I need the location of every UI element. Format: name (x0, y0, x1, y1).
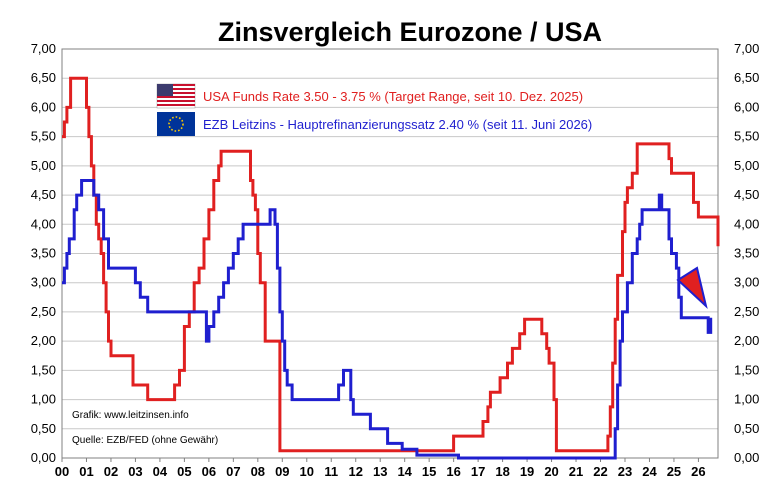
y-tick-label-left: 3,50 (31, 246, 56, 261)
x-tick-label: 15 (422, 464, 436, 479)
x-tick-label: 13 (373, 464, 387, 479)
legend: USA Funds Rate 3.50 - 3.75 % (Target Ran… (156, 83, 592, 136)
legend-usa-label: USA Funds Rate 3.50 - 3.75 % (Target Ran… (203, 89, 583, 104)
x-tick-label: 17 (471, 464, 485, 479)
x-tick-label: 11 (324, 464, 338, 479)
eu-flag-icon (157, 112, 195, 136)
x-tick-label: 26 (691, 464, 705, 479)
y-tick-label-right: 6,00 (734, 99, 759, 114)
y-tick-label-left: 4,00 (31, 216, 56, 231)
trend-arrow-icon (676, 266, 708, 309)
y-tick-label-right: 4,00 (734, 216, 759, 231)
x-tick-label: 03 (128, 464, 142, 479)
y-tick-label-left: 2,00 (31, 333, 56, 348)
legend-ezb-label: EZB Leitzins - Hauptrefinanzierungssatz … (203, 117, 592, 132)
y-tick-label-right: 4,50 (734, 187, 759, 202)
y-axis-right: 0,00 0,50 1,00 1,50 2,00 2,50 3,00 3,50 4,00 4,50… (734, 41, 759, 465)
y-tick-label-left: 6,00 (31, 99, 56, 114)
y-tick-label-right: 5,50 (734, 129, 759, 144)
y-tick-label-right: 0,00 (734, 450, 759, 465)
y-tick-label-right: 2,00 (734, 333, 759, 348)
y-tick-label-right: 1,00 (734, 392, 759, 407)
x-tick-label: 22 (593, 464, 607, 479)
x-tick-label: 20 (544, 464, 558, 479)
y-axis-left: 0,00 0,50 1,00 1,50 2,00 2,50 3,00 3,50 4,00 4,50… (31, 41, 56, 465)
x-tick-label: 01 (79, 464, 93, 479)
y-tick-label-right: 3,00 (734, 275, 759, 290)
x-tick-label: 18 (495, 464, 509, 479)
x-tick-label: 21 (569, 464, 583, 479)
y-tick-label-left: 0,00 (31, 450, 56, 465)
credit-note: Grafik: www.leitzinsen.info (72, 410, 189, 421)
x-axis: 00 01 02 03 04 05 06 07 08 09 10 11 12 13 14 15 16 17 18 19… (55, 458, 706, 479)
y-tick-label-left: 1,50 (31, 362, 56, 377)
x-tick-label: 25 (667, 464, 681, 479)
x-tick-label: 12 (348, 464, 362, 479)
x-tick-label: 14 (397, 464, 412, 479)
us-flag-icon (156, 83, 196, 109)
y-tick-label-left: 0,50 (31, 421, 56, 436)
x-tick-label: 00 (55, 464, 69, 479)
plot-frame (61, 48, 719, 459)
x-tick-label: 23 (618, 464, 632, 479)
y-tick-label-left: 4,50 (31, 187, 56, 202)
x-tick-label: 09 (275, 464, 289, 479)
y-tick-label-right: 0,50 (734, 421, 759, 436)
y-tick-label-left: 5,00 (31, 158, 56, 173)
series-line-ezb (62, 179, 713, 460)
x-tick-label: 02 (104, 464, 118, 479)
x-tick-label: 06 (202, 464, 216, 479)
chart-title: Zinsvergleich Eurozone / USA (218, 17, 602, 47)
x-tick-label: 10 (300, 464, 314, 479)
x-tick-label: 16 (446, 464, 460, 479)
y-tick-label-right: 5,00 (734, 158, 759, 173)
y-tick-label-right: 2,50 (734, 304, 759, 319)
x-tick-label: 07 (226, 464, 240, 479)
x-tick-label: 05 (177, 464, 191, 479)
x-tick-label: 08 (251, 464, 265, 479)
source-note: Quelle: EZB/FED (ohne Gewähr) (72, 435, 218, 446)
y-tick-label-left: 3,00 (31, 275, 56, 290)
y-tick-label-right: 7,00 (734, 41, 759, 56)
y-tick-label-right: 3,50 (734, 246, 759, 261)
y-tick-label-right: 6,50 (734, 70, 759, 85)
y-tick-label-left: 1,00 (31, 392, 56, 407)
series-lines (62, 76, 720, 460)
x-tick-label: 19 (520, 464, 534, 479)
y-tick-label-left: 7,00 (31, 41, 56, 56)
x-tick-label: 04 (153, 464, 168, 479)
x-tick-label: 24 (642, 464, 657, 479)
y-tick-label-right: 1,50 (734, 362, 759, 377)
series-line-usa (62, 76, 720, 453)
y-tick-label-left: 5,50 (31, 129, 56, 144)
y-tick-label-left: 6,50 (31, 70, 56, 85)
y-tick-label-left: 2,50 (31, 304, 56, 319)
